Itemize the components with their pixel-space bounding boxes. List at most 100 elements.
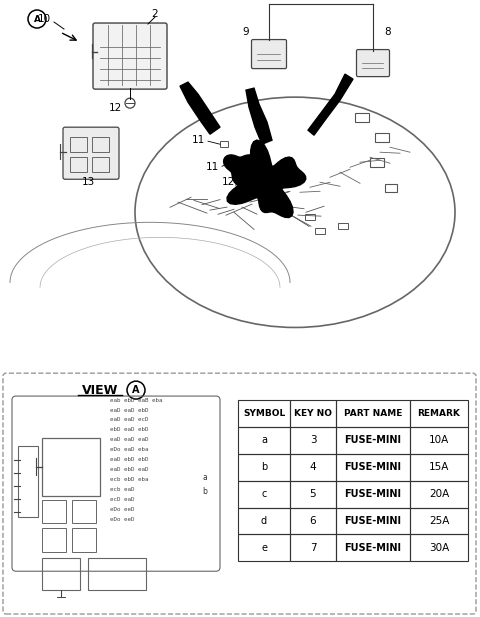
Text: 30A: 30A (429, 543, 449, 553)
Text: eab ebD eaB eba: eab ebD eaB eba (110, 397, 163, 402)
Text: A: A (34, 15, 40, 23)
Bar (336, 508, 410, 534)
Bar (290, 481, 336, 508)
Bar (42, 558, 80, 590)
Bar (290, 400, 336, 427)
Text: 25A: 25A (429, 516, 449, 526)
Bar (355, 113, 369, 122)
Bar (238, 400, 290, 427)
Text: eDo eeD: eDo eeD (110, 507, 134, 512)
Bar (42, 500, 66, 523)
Bar (315, 228, 325, 234)
FancyBboxPatch shape (63, 127, 119, 180)
Polygon shape (246, 88, 272, 144)
Bar (290, 508, 336, 534)
Text: PART NAME: PART NAME (344, 409, 402, 418)
Bar (336, 400, 410, 427)
Bar (238, 508, 290, 534)
Bar (232, 159, 239, 164)
FancyBboxPatch shape (93, 23, 167, 89)
Bar (70, 157, 87, 172)
Text: eaD ebD eaD: eaD ebD eaD (110, 467, 148, 472)
Text: 10A: 10A (429, 436, 449, 445)
Text: 4: 4 (310, 462, 316, 472)
Bar (238, 427, 290, 453)
Polygon shape (227, 140, 306, 218)
Text: FUSE-MINI: FUSE-MINI (345, 543, 401, 553)
Text: 11: 11 (205, 162, 218, 172)
Text: 5: 5 (310, 489, 316, 499)
Bar (370, 158, 384, 167)
Text: d: d (261, 516, 267, 526)
Text: ecD eaD: ecD eaD (110, 497, 134, 502)
Text: 20A: 20A (429, 489, 449, 499)
Bar (238, 481, 290, 508)
Bar (338, 223, 348, 230)
Bar (238, 453, 290, 481)
Text: eaD eaD ebD: eaD eaD ebD (110, 407, 148, 413)
Text: 11: 11 (192, 135, 204, 145)
Text: eaD eaD eaD: eaD eaD eaD (110, 437, 148, 442)
Bar (42, 528, 66, 552)
Text: 12: 12 (108, 103, 121, 113)
Bar (70, 137, 87, 152)
Text: 15A: 15A (429, 462, 449, 472)
Polygon shape (224, 155, 256, 185)
Bar (92, 157, 109, 172)
Text: FUSE-MINI: FUSE-MINI (345, 436, 401, 445)
Bar (336, 427, 410, 453)
Bar (410, 400, 468, 427)
Text: b: b (261, 462, 267, 472)
Text: 1: 1 (287, 0, 293, 2)
Bar (410, 481, 468, 508)
Text: 9: 9 (243, 27, 249, 37)
Bar (385, 184, 397, 193)
Text: e: e (261, 543, 267, 553)
Bar (290, 534, 336, 561)
Text: 12: 12 (221, 177, 235, 187)
Text: 2: 2 (152, 9, 158, 19)
Bar (290, 427, 336, 453)
Text: KEY NO: KEY NO (294, 409, 332, 418)
Text: A: A (132, 385, 140, 395)
Text: 13: 13 (82, 177, 95, 187)
Text: eDo eaD eba: eDo eaD eba (110, 447, 148, 452)
Text: REMARK: REMARK (418, 409, 460, 418)
Bar (336, 534, 410, 561)
Bar (88, 558, 146, 590)
Text: eaD eaD ecD: eaD eaD ecD (110, 418, 148, 423)
Text: 8: 8 (384, 27, 391, 37)
Bar (375, 133, 389, 142)
Bar (410, 508, 468, 534)
Bar (42, 438, 100, 495)
FancyBboxPatch shape (357, 49, 389, 77)
Bar (92, 137, 109, 152)
Text: b: b (203, 487, 207, 496)
Text: a: a (261, 436, 267, 445)
Text: FUSE-MINI: FUSE-MINI (345, 489, 401, 499)
Text: c: c (261, 489, 267, 499)
Text: a: a (203, 473, 207, 482)
Text: ecb ebD eba: ecb ebD eba (110, 477, 148, 482)
Bar (410, 453, 468, 481)
Text: FUSE-MINI: FUSE-MINI (345, 462, 401, 472)
Text: 7: 7 (310, 543, 316, 553)
Text: ebD eaD ebD: ebD eaD ebD (110, 428, 148, 433)
Text: 3: 3 (310, 436, 316, 445)
Text: 6: 6 (310, 516, 316, 526)
Text: eaD ebD ebD: eaD ebD ebD (110, 457, 148, 462)
Bar (336, 481, 410, 508)
Bar (305, 214, 315, 220)
Bar (410, 534, 468, 561)
Bar (72, 528, 96, 552)
FancyBboxPatch shape (252, 39, 287, 68)
Bar (18, 446, 38, 518)
Text: ecb eaD: ecb eaD (110, 487, 134, 492)
Bar (410, 427, 468, 453)
Text: eDo eeD: eDo eeD (110, 517, 134, 522)
Bar (238, 534, 290, 561)
Polygon shape (308, 74, 353, 135)
Text: 10: 10 (37, 14, 50, 24)
Bar (290, 453, 336, 481)
Polygon shape (180, 82, 220, 134)
